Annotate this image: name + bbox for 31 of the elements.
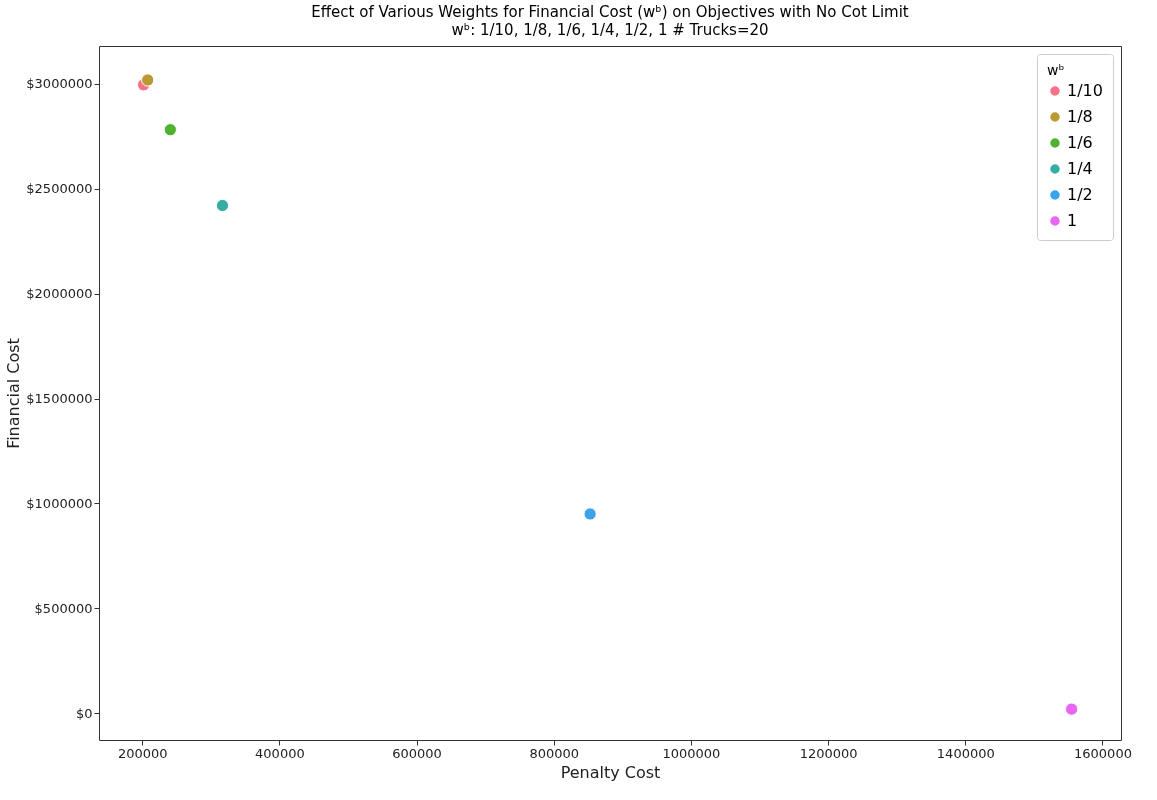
x-tick-label: 200000 [117, 745, 168, 761]
x-tick-label: 1000000 [662, 745, 721, 761]
x-tick-label: 1200000 [799, 745, 858, 761]
y-tick-label: $2000000 [26, 286, 93, 302]
x-tick-label: 800000 [529, 745, 580, 761]
legend-label: 1/2 [1067, 185, 1093, 204]
x-tick-label: 400000 [255, 745, 305, 761]
legend-label: 1/6 [1067, 133, 1093, 152]
y-tick-label: $0 [75, 705, 93, 721]
legend-title: wᵇ [1047, 62, 1065, 78]
y-tick-label: $1000000 [26, 495, 93, 511]
chart-subtitle: wᵇ: 1/10, 1/8, 1/6, 1/4, 1/2, 1 # Trucks=20 [451, 21, 769, 39]
x-tick-label: 1400000 [936, 745, 995, 761]
x-tick-label: 1600000 [1074, 745, 1132, 761]
y-tick-label: $2500000 [26, 181, 93, 197]
legend-label: 1/4 [1067, 159, 1093, 178]
chart-title: Effect of Various Weights for Financial Cost (wᵇ) on Objectives with No Cot Limit [311, 3, 909, 21]
point [1064, 702, 1079, 716]
legend-label: 1/8 [1067, 107, 1093, 126]
point [583, 507, 597, 521]
y-tick-label: $500000 [34, 600, 93, 616]
y-tick-label: $3000000 [26, 76, 93, 92]
x-axis-title: Penalty Cost [560, 762, 661, 782]
y-axis-title: Financial Cost [4, 338, 24, 449]
point [215, 198, 230, 213]
x-tick-label: 600000 [392, 745, 442, 761]
point [163, 123, 177, 137]
legend-label: 1/10 [1067, 81, 1103, 100]
legend-label: 1 [1067, 211, 1078, 230]
point [141, 73, 155, 87]
y-tick-label: $1500000 [26, 391, 93, 407]
